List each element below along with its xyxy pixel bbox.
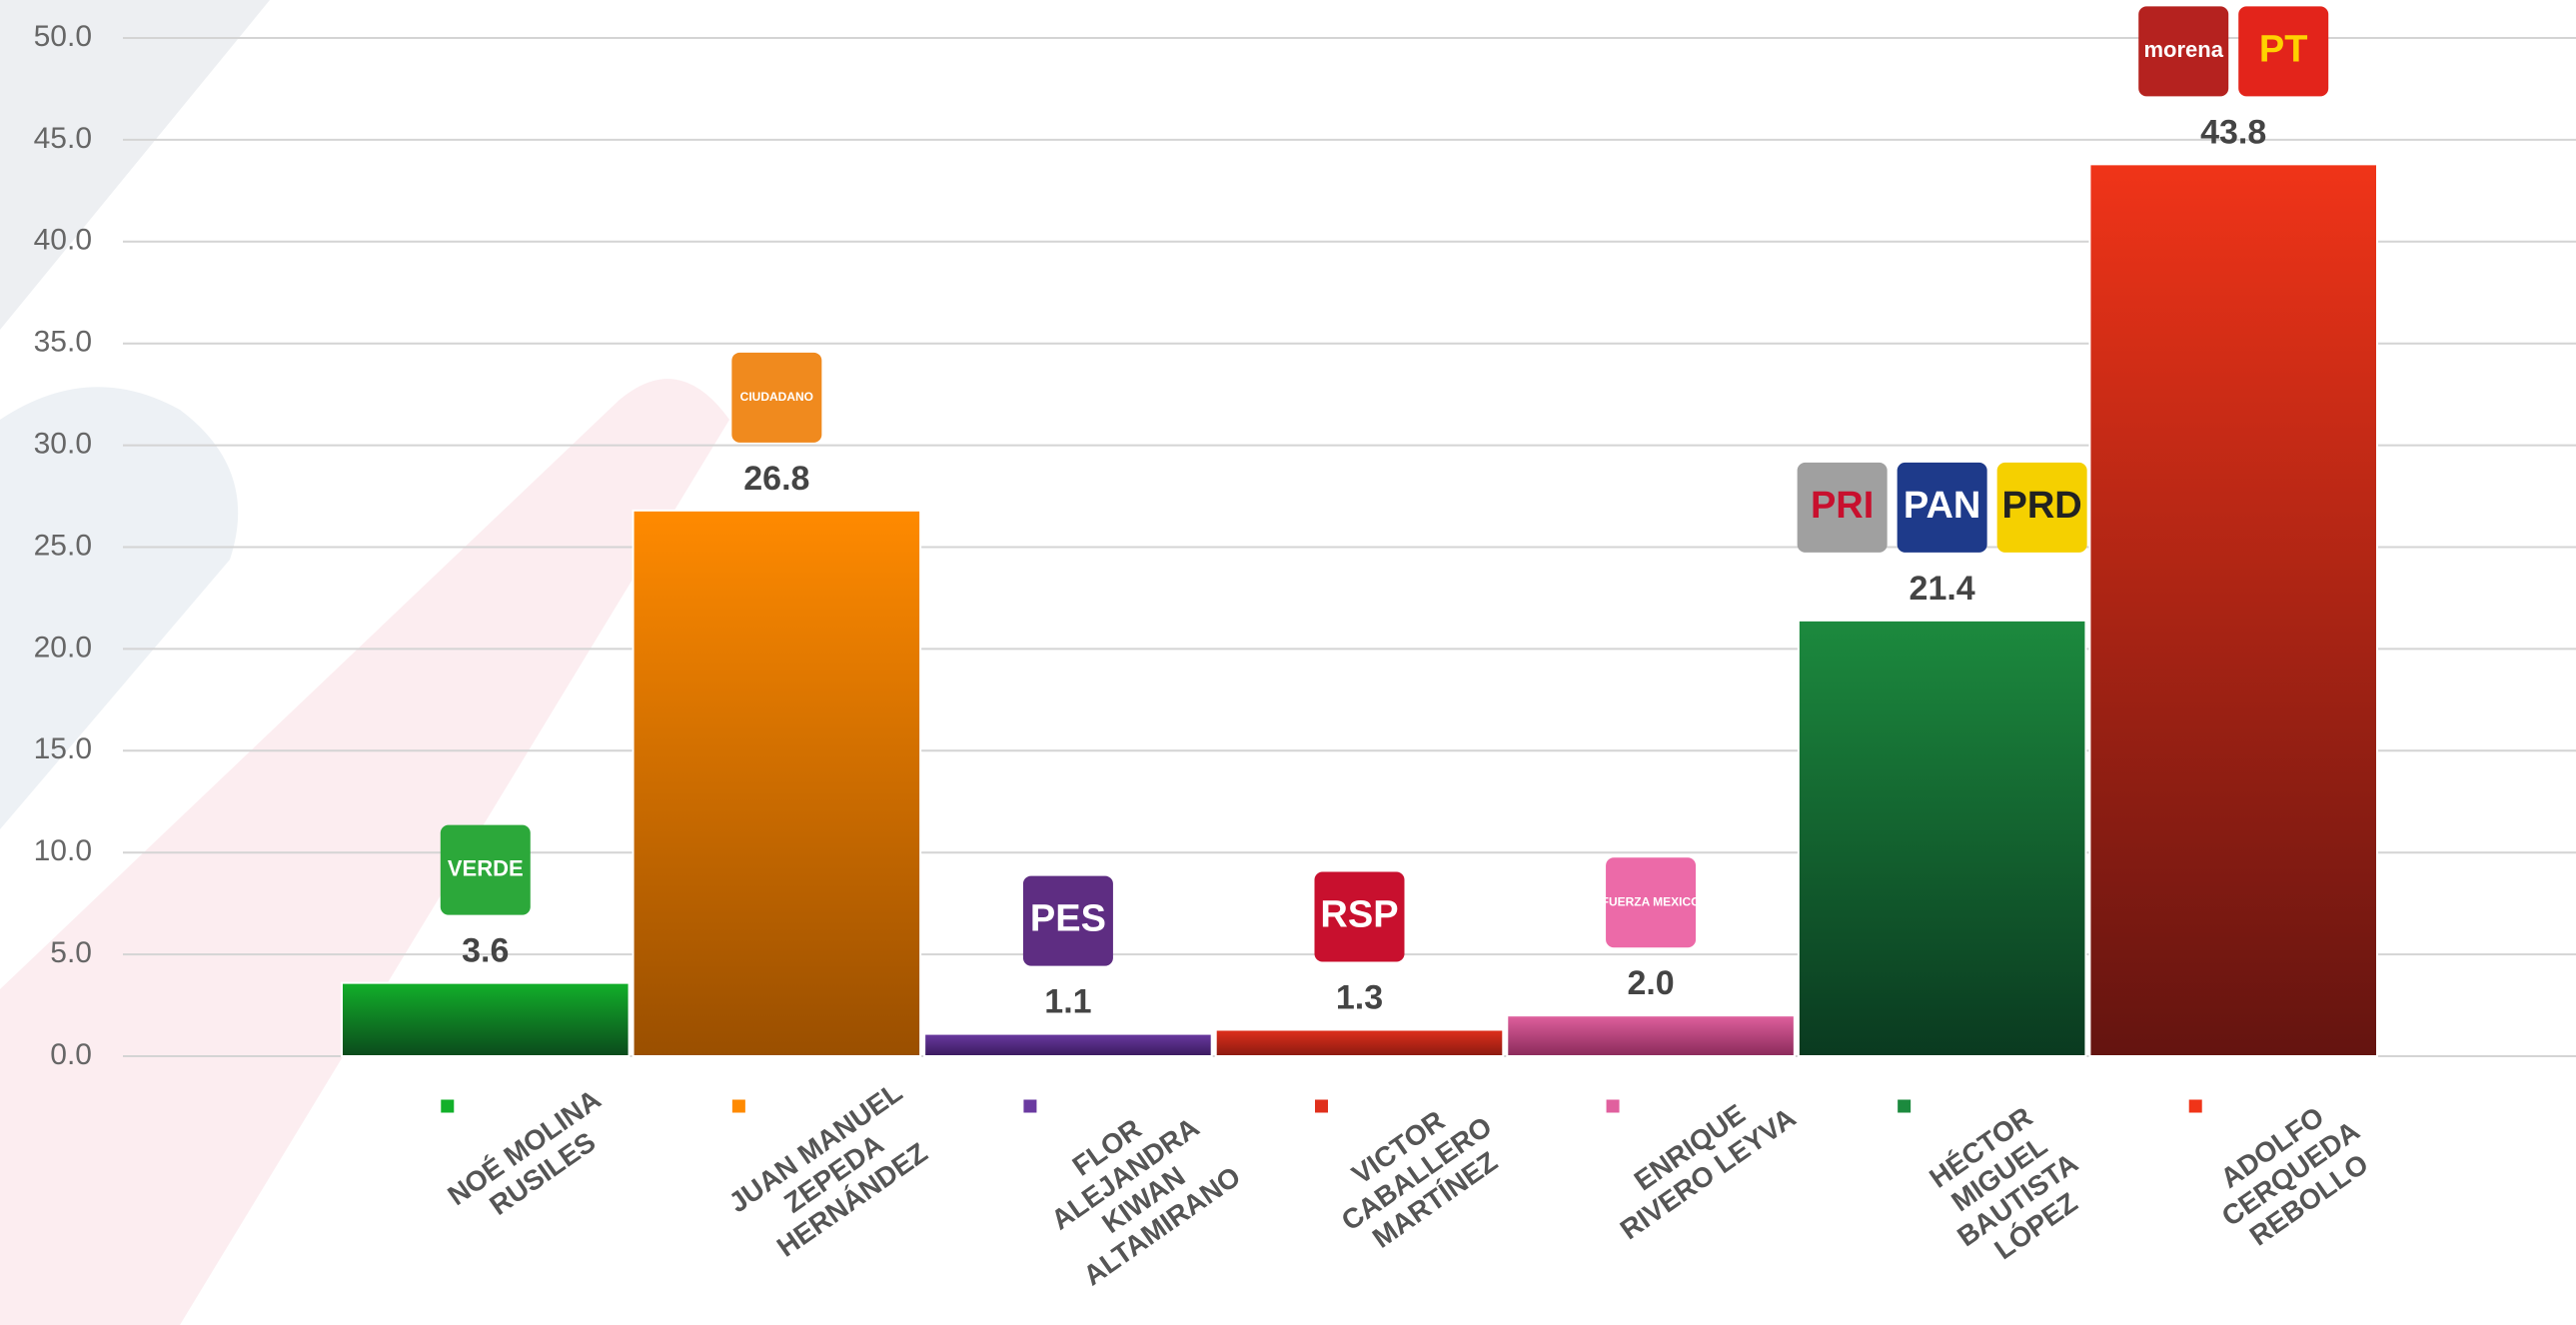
bar bbox=[923, 1032, 1213, 1058]
legend-swatch bbox=[2187, 1098, 2203, 1114]
party-logo: RSP bbox=[1314, 871, 1405, 962]
value-label: 43.8 bbox=[2200, 113, 2266, 151]
value-label: 26.8 bbox=[743, 460, 809, 498]
bar bbox=[632, 509, 922, 1058]
logo-text: PRD bbox=[2002, 485, 2082, 527]
logo-text: PRI bbox=[1811, 485, 1874, 527]
y-tick-label: 20.0 bbox=[34, 631, 92, 663]
logo-box bbox=[1897, 462, 1987, 553]
logo-text: PES bbox=[1030, 898, 1106, 940]
value-label: 2.0 bbox=[1627, 964, 1674, 1002]
party-logo: FUERZA MEXICO bbox=[1602, 857, 1701, 948]
party-logo: CIUDADANO bbox=[731, 352, 822, 443]
party-logo: PT bbox=[2238, 6, 2329, 97]
party-logo: PRD bbox=[1996, 462, 2087, 553]
legend-swatch bbox=[1314, 1098, 1329, 1114]
logo-text: VERDE bbox=[448, 855, 524, 880]
party-logo: PES bbox=[1022, 875, 1113, 966]
logo-box bbox=[1797, 462, 1888, 553]
logo-text: PT bbox=[2259, 28, 2308, 70]
logo-box bbox=[1314, 871, 1405, 962]
party-logo: PRI bbox=[1797, 462, 1888, 553]
y-tick-label: 40.0 bbox=[34, 224, 92, 257]
y-tick-label: 10.0 bbox=[34, 834, 92, 867]
y-tick-label: 30.0 bbox=[34, 428, 92, 461]
bar bbox=[1214, 1028, 1505, 1057]
y-tick-label: 50.0 bbox=[34, 20, 92, 53]
value-label: 21.4 bbox=[1910, 570, 1975, 608]
bar bbox=[341, 981, 631, 1058]
value-label: 1.1 bbox=[1044, 983, 1091, 1021]
logo-box bbox=[440, 824, 531, 915]
y-tick-label: 0.0 bbox=[50, 1038, 92, 1071]
logo-box bbox=[2138, 6, 2229, 97]
value-label: 1.3 bbox=[1336, 978, 1383, 1016]
logo-box bbox=[1996, 462, 2087, 553]
legend-swatch bbox=[730, 1098, 746, 1114]
logo-box bbox=[2238, 6, 2329, 97]
logo-box bbox=[1022, 875, 1113, 966]
y-tick-label: 35.0 bbox=[34, 326, 92, 359]
bar bbox=[2088, 163, 2378, 1057]
party-logo: VERDE bbox=[440, 824, 531, 915]
logo-text: RSP bbox=[1320, 894, 1398, 936]
logo-text: PAN bbox=[1904, 485, 1980, 527]
bar bbox=[1506, 1014, 1796, 1057]
y-tick-label: 45.0 bbox=[34, 122, 92, 155]
y-tick-label: 15.0 bbox=[34, 732, 92, 765]
party-logo: morena bbox=[2138, 6, 2229, 97]
legend-swatch bbox=[1022, 1098, 1038, 1114]
y-tick-label: 25.0 bbox=[34, 529, 92, 562]
logo-box bbox=[731, 352, 822, 443]
party-logo: PAN bbox=[1897, 462, 1987, 553]
legend-swatch bbox=[1605, 1098, 1621, 1114]
logo-text: CIUDADANO bbox=[740, 390, 813, 404]
background-decoration bbox=[0, 0, 729, 1325]
value-label: 3.6 bbox=[462, 932, 509, 970]
legend-swatch bbox=[440, 1098, 456, 1114]
logo-box bbox=[1606, 857, 1697, 948]
y-tick-label: 5.0 bbox=[50, 936, 92, 969]
logo-text: morena bbox=[2143, 37, 2223, 62]
logo-text: FUERZA MEXICO bbox=[1602, 894, 1701, 908]
legend-swatch bbox=[1897, 1098, 1913, 1114]
bar bbox=[1797, 619, 2087, 1057]
